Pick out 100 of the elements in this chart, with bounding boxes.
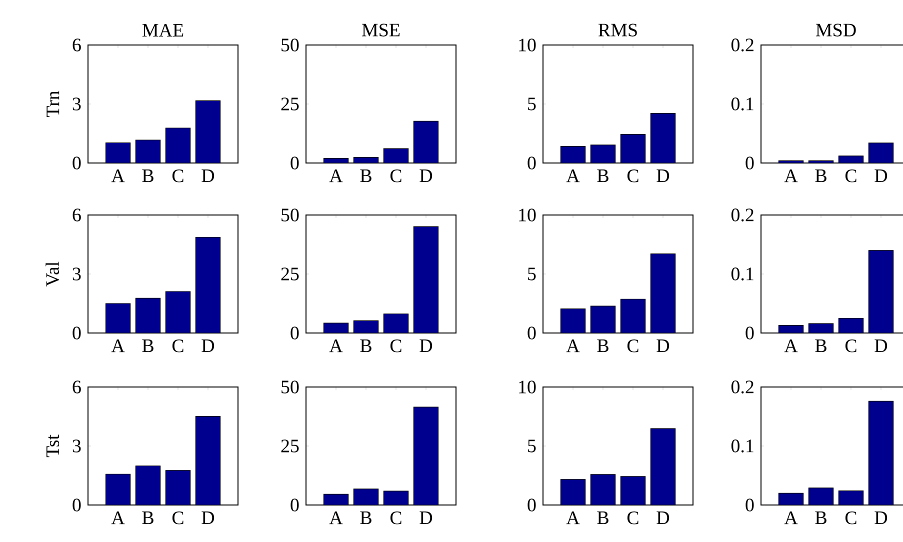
y-tick-label: 50 xyxy=(282,38,299,52)
x-tick-label: C xyxy=(172,340,184,352)
x-tick-label: B xyxy=(597,512,608,524)
bar xyxy=(868,142,894,163)
y-tick-label: 6 xyxy=(72,38,81,52)
x-tick-label: A xyxy=(111,512,125,524)
x-tick-label: C xyxy=(627,512,638,524)
x-tick-label: B xyxy=(815,512,826,524)
y-tick-label: 10 xyxy=(519,380,536,394)
x-tick-label: D xyxy=(656,340,670,352)
x-tick-label: A xyxy=(784,512,798,524)
y-tick-label: 5 xyxy=(528,98,536,110)
x-tick-label: A xyxy=(784,170,798,182)
x-tick-label: B xyxy=(142,512,154,524)
x-tick-label: A xyxy=(329,170,343,182)
y-tick-label: 10 xyxy=(519,38,536,52)
y-tick-label: 0 xyxy=(528,326,536,340)
x-tick-label: C xyxy=(845,340,856,352)
x-tick-label: C xyxy=(627,340,638,352)
bar xyxy=(590,474,616,505)
y-tick-label: 0 xyxy=(290,156,299,170)
x-tick-label: B xyxy=(360,340,372,352)
chart-title: MAE xyxy=(142,24,184,36)
bar xyxy=(838,490,864,505)
bar xyxy=(620,299,646,333)
x-tick-label: A xyxy=(566,170,580,182)
y-tick-label: 0 xyxy=(528,156,536,170)
x-tick-label: D xyxy=(420,340,432,352)
y-tick-label: 0.1 xyxy=(731,98,754,110)
y-tick-label: 5 xyxy=(528,268,536,280)
y-tick-label: 0.1 xyxy=(731,268,754,280)
x-tick-label: D xyxy=(202,340,214,352)
x-tick-label: D xyxy=(202,170,214,182)
x-tick-label: A xyxy=(111,170,125,182)
y-tick-label: 0 xyxy=(72,156,81,170)
x-tick-label: A xyxy=(566,512,580,524)
y-tick-label: 0 xyxy=(746,156,754,170)
x-tick-label: B xyxy=(597,170,608,182)
y-tick-label: 6 xyxy=(72,380,81,394)
y-tick-label: 25 xyxy=(281,98,299,110)
x-tick-label: C xyxy=(390,340,402,352)
y-tick-label: 0 xyxy=(528,498,536,512)
bar xyxy=(590,306,616,333)
x-tick-label: D xyxy=(874,512,888,524)
y-tick-label: 3 xyxy=(72,440,81,452)
x-tick-label: A xyxy=(111,340,125,352)
x-tick-label: B xyxy=(142,340,154,352)
y-tick-label: 0 xyxy=(72,498,81,512)
y-tick-label: 0.2 xyxy=(731,380,754,394)
x-tick-label: B xyxy=(142,170,154,182)
x-tick-label: C xyxy=(390,512,402,524)
bar xyxy=(136,140,160,163)
bar xyxy=(838,318,864,333)
bar xyxy=(560,479,586,505)
x-tick-label: D xyxy=(420,170,432,182)
bar xyxy=(195,100,221,163)
y-tick-label: 6 xyxy=(72,208,81,222)
chart-title: RMS xyxy=(598,24,637,36)
y-tick-label: 0.2 xyxy=(731,38,754,52)
x-tick-label: A xyxy=(329,340,343,352)
bar xyxy=(868,250,894,333)
bar xyxy=(838,156,864,163)
x-tick-label: D xyxy=(874,170,888,182)
y-tick-label: 5 xyxy=(528,440,536,452)
bar xyxy=(590,144,616,163)
bar xyxy=(560,308,586,333)
x-tick-label: D xyxy=(656,170,670,182)
y-tick-label: 0 xyxy=(746,326,754,340)
y-axis-title: Trn xyxy=(46,90,60,118)
y-axis-title: Tst xyxy=(46,434,60,458)
y-tick-label: 25 xyxy=(281,440,299,452)
x-tick-label: D xyxy=(656,512,670,524)
bar xyxy=(868,400,894,505)
x-tick-label: A xyxy=(329,512,343,524)
y-tick-label: 10 xyxy=(519,208,536,222)
x-tick-label: B xyxy=(815,170,826,182)
x-tick-label: C xyxy=(390,170,402,182)
x-tick-label: A xyxy=(566,340,580,352)
x-tick-label: B xyxy=(597,340,608,352)
x-tick-label: C xyxy=(845,170,856,182)
bar xyxy=(166,128,190,163)
bar xyxy=(650,428,676,505)
bar xyxy=(650,113,676,163)
y-tick-label: 0 xyxy=(72,326,81,340)
y-tick-label: 0.2 xyxy=(731,208,754,222)
y-tick-label: 0 xyxy=(290,326,299,340)
bar xyxy=(808,488,834,505)
x-tick-label: C xyxy=(627,170,638,182)
y-tick-label: 50 xyxy=(282,380,299,394)
y-tick-label: 0 xyxy=(290,498,299,512)
x-tick-label: D xyxy=(202,512,214,524)
chart-title: MSE xyxy=(362,24,400,36)
bar xyxy=(778,493,804,505)
bar xyxy=(106,142,130,163)
x-tick-label: B xyxy=(360,512,372,524)
x-tick-label: B xyxy=(360,170,372,182)
x-tick-label: A xyxy=(784,340,798,352)
x-tick-label: B xyxy=(815,340,826,352)
x-tick-label: C xyxy=(172,170,184,182)
bar xyxy=(650,254,676,333)
